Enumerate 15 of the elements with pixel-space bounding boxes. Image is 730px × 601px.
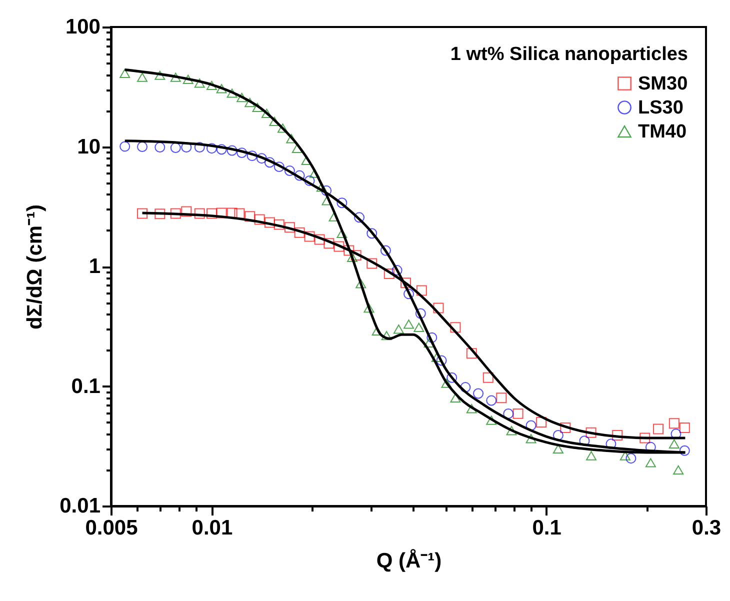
y-tick-label: 0.1 xyxy=(71,374,101,398)
x-tick-label: 0.005 xyxy=(85,516,138,540)
x-tick-label: 0.1 xyxy=(532,516,562,540)
y-tick-label: 1 xyxy=(88,255,101,278)
x-tick-label: 0.01 xyxy=(192,516,233,540)
legend-label: TM40 xyxy=(638,122,687,142)
legend-label: LS30 xyxy=(638,98,684,118)
y-tick-label: 10 xyxy=(77,135,100,158)
x-axis-title: Q (Å⁻¹) xyxy=(376,548,442,572)
y-tick-label: 0.01 xyxy=(60,494,101,518)
x-tick-label: 0.3 xyxy=(692,516,722,540)
legend-label: SM30 xyxy=(638,74,688,94)
legend-title: 1 wt% Silica nanoparticles xyxy=(450,44,688,65)
y-axis-title: dΣ/dΩ (cm⁻¹) xyxy=(24,204,47,330)
y-tick-label: 100 xyxy=(65,16,100,38)
